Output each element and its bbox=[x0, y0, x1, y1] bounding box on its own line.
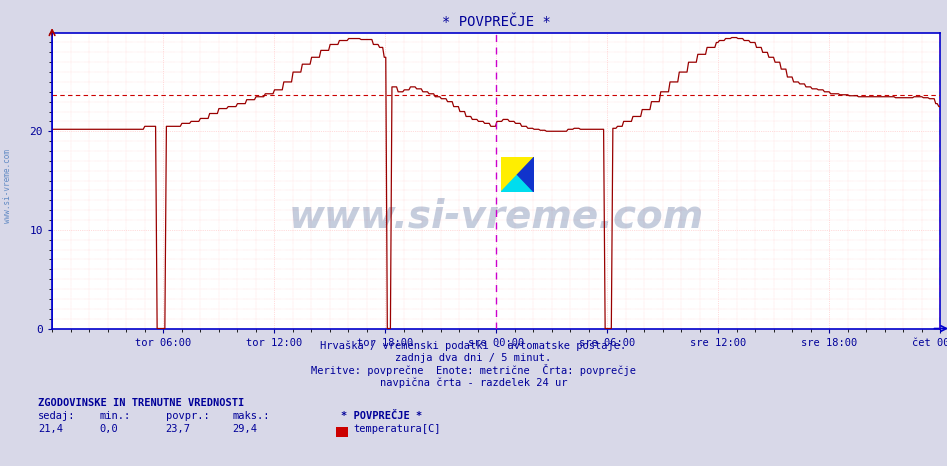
Text: Hrvaška / vremenski podatki - avtomatske postaje.: Hrvaška / vremenski podatki - avtomatske… bbox=[320, 340, 627, 350]
Text: maks.:: maks.: bbox=[232, 411, 270, 421]
Text: sedaj:: sedaj: bbox=[38, 411, 76, 421]
Text: 29,4: 29,4 bbox=[232, 425, 257, 434]
Text: temperatura[C]: temperatura[C] bbox=[353, 425, 440, 434]
Text: Meritve: povprečne  Enote: metrične  Črta: povprečje: Meritve: povprečne Enote: metrične Črta:… bbox=[311, 364, 636, 376]
Text: www.si-vreme.com: www.si-vreme.com bbox=[289, 197, 704, 235]
Text: navpična črta - razdelek 24 ur: navpična črta - razdelek 24 ur bbox=[380, 378, 567, 388]
Text: 21,4: 21,4 bbox=[38, 425, 63, 434]
Text: * POVPREČJE *: * POVPREČJE * bbox=[341, 411, 422, 421]
Title: * POVPREČJE *: * POVPREČJE * bbox=[442, 14, 550, 29]
Text: min.:: min.: bbox=[99, 411, 131, 421]
Text: www.si-vreme.com: www.si-vreme.com bbox=[3, 150, 12, 223]
Text: povpr.:: povpr.: bbox=[166, 411, 209, 421]
Text: zadnja dva dni / 5 minut.: zadnja dva dni / 5 minut. bbox=[396, 353, 551, 363]
Text: 0,0: 0,0 bbox=[99, 425, 118, 434]
Text: 23,7: 23,7 bbox=[166, 425, 190, 434]
Text: ZGODOVINSKE IN TRENUTNE VREDNOSTI: ZGODOVINSKE IN TRENUTNE VREDNOSTI bbox=[38, 398, 244, 408]
